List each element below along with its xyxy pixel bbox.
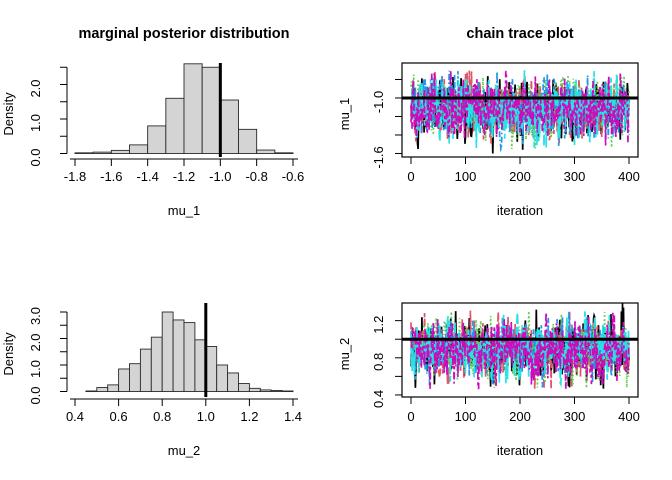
panel-title: marginal posterior distribution xyxy=(78,26,289,42)
histogram-bar xyxy=(183,63,203,154)
y-axis-title: Density xyxy=(1,332,16,376)
y-axis-title: mu_1 xyxy=(337,98,352,131)
x-tick-label: -0.8 xyxy=(245,169,267,184)
y-axis: 0.0 1.0 2.0 3.0 xyxy=(28,307,68,405)
y-tick-label: -1.0 xyxy=(371,91,386,113)
x-tick-label: 400 xyxy=(618,409,640,424)
y-tick-label: -1.6 xyxy=(371,146,386,168)
x-tick-label: -1.2 xyxy=(173,169,195,184)
histogram-bar xyxy=(274,152,294,154)
x-axis-title: iteration xyxy=(497,443,543,458)
histogram-bar xyxy=(205,345,218,392)
x-tick-label: 300 xyxy=(564,169,586,184)
histogram-bar xyxy=(74,152,94,154)
x-tick-label: 100 xyxy=(455,409,477,424)
histogram-bar xyxy=(172,319,185,392)
histogram-bar xyxy=(147,125,167,154)
y-tick-label: 1.2 xyxy=(371,316,386,334)
histogram-bar xyxy=(92,151,112,154)
x-tick-label: 0.6 xyxy=(110,409,128,424)
x-axis-title: mu_1 xyxy=(168,203,201,218)
panel-trace-mu1: chain trace plot 0 100 200 300 400 iteration -1… xyxy=(337,26,640,218)
histogram-bar xyxy=(227,372,239,392)
x-tick-label: -1.8 xyxy=(64,169,86,184)
x-axis: 0 100 200 300 400 xyxy=(407,157,640,184)
x-tick-label: 0 xyxy=(407,409,414,424)
x-tick-label: -1.4 xyxy=(136,169,158,184)
y-axis: -1.6 -1.0 xyxy=(371,78,402,169)
trace-chain-6 xyxy=(410,70,630,146)
y-axis: 0.4 0.8 1.2 xyxy=(371,316,402,408)
x-tick-label: 0.4 xyxy=(66,409,84,424)
histogram-bar xyxy=(139,348,152,392)
x-tick-label: 100 xyxy=(455,169,477,184)
histogram-bar xyxy=(256,149,276,154)
histogram-bars xyxy=(85,311,294,393)
panel-hist-mu2: 0.4 0.6 0.8 1.0 1.2 1.4 mu_2 0.0 1.0 2.0 3.0 Densit… xyxy=(1,303,302,458)
histogram-bar xyxy=(129,363,141,392)
histogram-bar xyxy=(110,149,130,154)
x-axis-title: iteration xyxy=(497,203,543,218)
histogram-bar xyxy=(281,390,294,393)
histogram-bar xyxy=(238,383,250,392)
panel-trace-mu2: 0 100 200 300 400 iteration 0.4 0.8 1.2 mu_2 xyxy=(337,302,640,458)
x-tick-label: -0.6 xyxy=(282,169,304,184)
trace-lines xyxy=(410,303,630,390)
x-axis: 0 100 200 300 400 xyxy=(407,397,640,424)
histogram-bar xyxy=(270,389,283,392)
histogram-bar xyxy=(150,336,163,392)
x-tick-label: 0 xyxy=(407,169,414,184)
x-tick-label: 1.0 xyxy=(197,409,215,424)
x-axis: -1.8 -1.6 -1.4 -1.2 -1.0 -0.8 -0.6 xyxy=(64,158,304,184)
y-tick-label: 1.0 xyxy=(28,114,43,132)
histogram-bar xyxy=(96,387,109,392)
panel-hist-mu1: marginal posterior distribution-1.8 -1.6-… xyxy=(1,26,304,218)
histogram-bar xyxy=(183,322,196,392)
x-axis: 0.4 0.6 0.8 1.0 1.2 1.4 xyxy=(66,398,302,424)
y-axis: 0.0 1.0 2.0 xyxy=(28,66,68,167)
x-tick-label: 200 xyxy=(509,409,531,424)
y-tick-label: 2.0 xyxy=(28,333,43,351)
x-tick-label: 0.8 xyxy=(153,409,171,424)
x-tick-label: 400 xyxy=(618,169,640,184)
histogram-bar xyxy=(161,311,174,392)
y-tick-label: 1.0 xyxy=(28,360,43,378)
y-tick-label: 0.8 xyxy=(371,353,386,371)
x-axis-title: mu_2 xyxy=(168,443,201,458)
histogram-bar xyxy=(85,390,98,393)
histogram-bar xyxy=(165,97,185,154)
histogram-bar xyxy=(259,389,272,392)
y-axis-title: mu_2 xyxy=(337,338,352,371)
trace-chain-6 xyxy=(410,312,630,390)
x-tick-label: 300 xyxy=(564,409,586,424)
y-tick-label: 0.4 xyxy=(371,390,386,408)
x-tick-label: -1.6 xyxy=(100,169,122,184)
trace-lines xyxy=(410,70,630,154)
histogram-bar xyxy=(194,339,207,392)
x-tick-label: 1.4 xyxy=(284,409,302,424)
x-tick-label: -1.0 xyxy=(209,169,231,184)
histogram-bar xyxy=(216,364,229,392)
y-tick-label: 3.0 xyxy=(28,307,43,325)
histogram-bar xyxy=(107,384,120,392)
histogram-bar xyxy=(219,99,239,154)
y-axis-title: Density xyxy=(1,92,16,136)
histogram-bar xyxy=(201,66,221,154)
y-tick-label: 2.0 xyxy=(28,79,43,97)
y-tick-label: 0.0 xyxy=(28,386,43,404)
x-tick-label: 200 xyxy=(509,169,531,184)
histogram-bar xyxy=(118,368,130,392)
histogram-bars xyxy=(74,63,294,154)
y-tick-label: 0.0 xyxy=(28,148,43,166)
panel-title: chain trace plot xyxy=(466,26,573,42)
histogram-bar xyxy=(248,387,261,392)
histogram-bar xyxy=(238,128,258,154)
histogram-bar xyxy=(129,144,149,154)
x-tick-label: 1.2 xyxy=(240,409,258,424)
